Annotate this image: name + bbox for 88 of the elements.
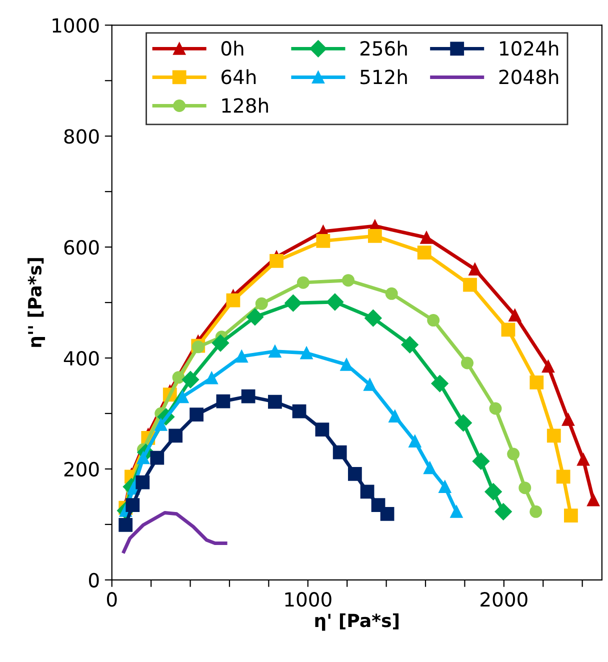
point: [284, 294, 302, 312]
point: [154, 418, 168, 431]
point: [507, 448, 520, 460]
point: [212, 334, 230, 352]
y-tick-label: 0: [88, 572, 99, 588]
point: [182, 371, 200, 388]
point: [136, 475, 150, 490]
point: [235, 350, 248, 363]
point: [530, 375, 544, 390]
point: [461, 356, 474, 370]
point: [424, 462, 436, 474]
point: [518, 482, 532, 494]
point: [417, 246, 432, 260]
point: [364, 378, 376, 391]
legend-label: 256h: [360, 40, 407, 56]
point: [401, 336, 418, 354]
point: [431, 374, 448, 392]
legend-label: 2048h: [499, 69, 558, 84]
point: [468, 263, 482, 276]
point: [368, 229, 382, 243]
point: [168, 428, 183, 443]
point: [564, 508, 578, 523]
point: [380, 506, 394, 521]
point: [556, 470, 570, 484]
point: [268, 394, 282, 409]
x-tick-label: 1000: [285, 592, 332, 607]
point: [172, 371, 185, 384]
point: [270, 254, 284, 268]
point: [587, 494, 600, 506]
point: [508, 309, 522, 322]
point: [450, 505, 463, 518]
y-tick-label: 400: [64, 350, 99, 366]
legend-label: 1024h: [500, 40, 558, 56]
point: [577, 453, 590, 466]
point: [176, 390, 189, 404]
point: [454, 414, 472, 432]
x-tick-label: 0: [106, 592, 117, 607]
line-series: [122, 511, 228, 554]
point: [408, 434, 422, 448]
point: [315, 422, 330, 437]
point: [484, 483, 502, 500]
point: [268, 345, 282, 358]
point: [292, 404, 306, 418]
point: [360, 484, 374, 499]
point: [501, 322, 516, 337]
point: [364, 310, 382, 327]
point: [340, 358, 353, 371]
point: [463, 278, 477, 292]
point: [246, 308, 264, 326]
point: [472, 452, 490, 470]
point: [546, 428, 561, 443]
point: [562, 413, 574, 426]
x-tick-label: 2000: [480, 592, 528, 607]
point: [300, 346, 313, 360]
y-tick-label: 600: [64, 240, 99, 255]
legend-label: 512h: [360, 69, 407, 84]
point: [427, 314, 440, 327]
x-axis-title: η' [Pa*s]: [315, 613, 398, 631]
y-tick-label: 200: [64, 462, 99, 477]
point: [296, 276, 310, 289]
y-tick-label: 1000: [52, 18, 99, 33]
legend-label: 64h: [222, 69, 256, 84]
point: [385, 287, 398, 300]
point: [150, 450, 164, 465]
point: [542, 360, 554, 373]
point: [255, 297, 268, 310]
point: [348, 467, 362, 481]
legend-label: 0h: [221, 40, 244, 56]
point: [326, 293, 344, 311]
point: [190, 408, 204, 422]
legend-label: 128h: [222, 98, 268, 113]
point: [438, 480, 452, 493]
point: [388, 410, 402, 423]
y-axis-title: η'' [Pa*s]: [28, 258, 46, 347]
y-tick-label: 800: [64, 129, 99, 144]
point: [126, 498, 140, 512]
point: [226, 293, 240, 308]
point: [216, 394, 230, 408]
point: [494, 503, 512, 520]
point: [241, 389, 256, 404]
point: [530, 505, 542, 518]
point: [118, 518, 133, 532]
point: [420, 231, 433, 244]
point: [342, 274, 355, 287]
point: [489, 402, 502, 415]
point: [205, 372, 218, 384]
point: [332, 445, 347, 460]
point: [316, 234, 330, 248]
